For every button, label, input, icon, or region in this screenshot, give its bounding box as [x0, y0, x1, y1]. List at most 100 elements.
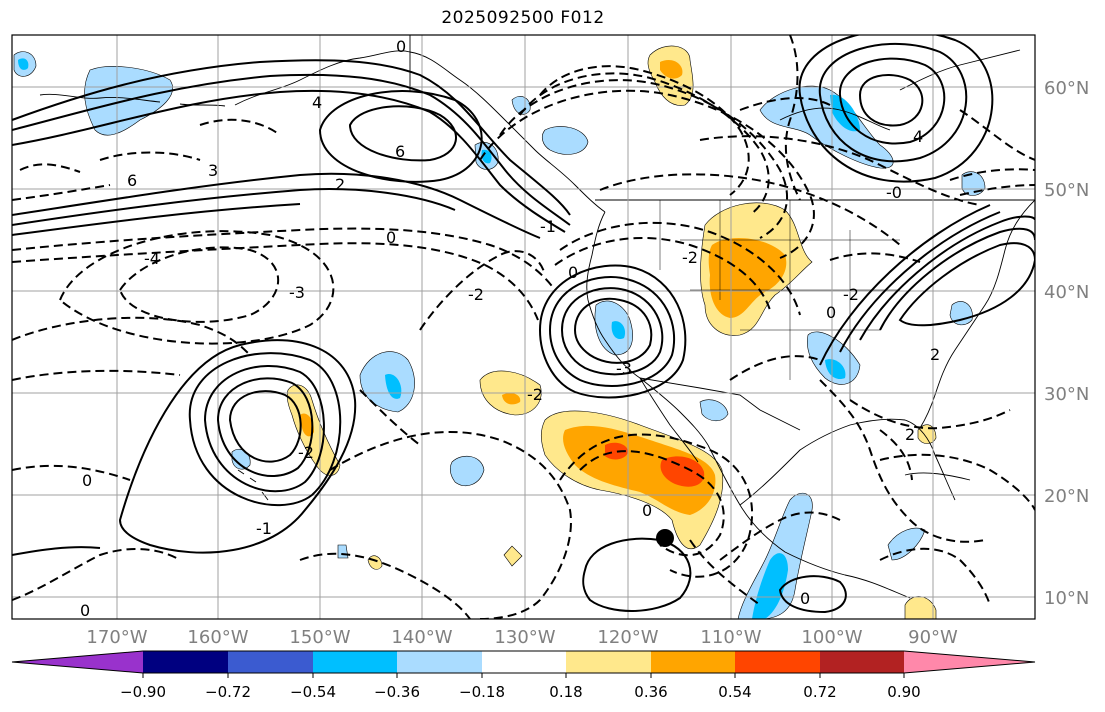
colorbar-tick-label: −0.90	[120, 683, 166, 701]
contours-solid	[12, 35, 1035, 614]
contour-dash-20	[599, 173, 901, 246]
contour-label: -2	[298, 443, 314, 462]
lon-label: 90°W	[908, 627, 958, 648]
contour-jet-3	[12, 89, 566, 233]
colorbar-tick-label: 0.90	[887, 683, 920, 701]
point-marker	[656, 529, 674, 547]
contour-hi-hudson-4	[798, 35, 994, 183]
colorbar-segment	[482, 651, 566, 673]
contour-dash-24	[959, 109, 1035, 161]
shade-neg-hawaii2	[231, 448, 251, 470]
contour-dash-21	[699, 135, 981, 206]
colorbar-tick-label: −0.36	[374, 683, 420, 701]
contour-east-trough-4	[839, 211, 1001, 353]
colorbar-segment	[143, 651, 228, 673]
lat-label: 40°N	[1044, 282, 1089, 303]
colorbar-tick-label: 0.18	[549, 683, 582, 701]
contour-dash-26	[959, 184, 1035, 196]
colorbar: −0.90 −0.72 −0.54 −0.36 −0.18 0.18 0.36 …	[11, 650, 1036, 701]
shade-neg-bc	[541, 126, 589, 155]
shade-neg-subtrop	[450, 455, 485, 486]
lat-label: 20°N	[1044, 486, 1089, 507]
shade-pos-pac1	[503, 545, 523, 567]
coast-aleutians	[39, 93, 226, 107]
coast-gulf	[739, 418, 956, 506]
contour-dash-34	[12, 184, 111, 201]
shade-neg-mexico-mid	[752, 553, 788, 619]
contour-dash-36	[199, 118, 281, 136]
lat-label: 60°N	[1044, 78, 1089, 99]
contour-label: 0	[642, 501, 652, 520]
shade-neg-small1	[337, 544, 349, 559]
contour-sw-pac	[582, 537, 692, 612]
contour-dash-9	[299, 552, 471, 619]
colorbar-segment	[651, 651, 735, 673]
contour-dash-31	[879, 547, 991, 606]
colorbar-extend-right	[904, 651, 1035, 673]
contour-dash-19	[559, 221, 801, 316]
colorbar-segment	[313, 651, 397, 673]
shade-pos-alaska-mid	[660, 59, 683, 79]
contour-dash-13	[559, 433, 753, 578]
lon-label: 130°W	[494, 627, 555, 648]
contour-dash-30	[729, 355, 821, 381]
contour-label: -1	[540, 217, 556, 236]
lat-label: 50°N	[1044, 180, 1089, 201]
chart-title: 2025092500 F012	[441, 8, 605, 28]
contour-dash-10	[329, 430, 572, 619]
coast-baja	[639, 377, 699, 463]
contour-jet-6	[12, 203, 301, 236]
lon-label: 100°W	[801, 627, 862, 648]
colorbar-tick-label: 0.36	[634, 683, 667, 701]
contour-label: 2	[905, 425, 915, 444]
contour-hi-pac-5	[118, 339, 357, 554]
contour-dash-37	[99, 151, 201, 161]
contour-low-ca-3	[548, 276, 676, 387]
contour-hi-pac-3	[203, 364, 325, 493]
contour-dash-33	[689, 539, 761, 606]
contour-dash-8	[12, 547, 181, 601]
contour-label: 3	[208, 161, 218, 180]
contour-dash-22	[739, 97, 831, 111]
coast-east	[919, 199, 1035, 429]
contour-hi-pac-2	[216, 377, 314, 477]
contour-gulf-ak-inner	[348, 105, 457, 162]
colorbar-tick-label: −0.18	[459, 683, 505, 701]
lon-label: 110°W	[700, 627, 761, 648]
contour-dash-35	[19, 163, 81, 173]
contour-label: 2	[335, 175, 345, 194]
contour-label: 6	[395, 142, 405, 161]
contour-label: -2	[468, 285, 484, 304]
lon-label: 160°W	[187, 627, 248, 648]
contour-dash-23	[784, 35, 801, 201]
contour-pac-west	[12, 546, 101, 556]
coast-pnw	[586, 211, 709, 446]
colorbar-tick-label: −0.72	[205, 683, 251, 701]
contour-label: 0	[568, 263, 578, 282]
shade-pos-gulf	[917, 424, 937, 444]
contour-dash-17	[479, 89, 815, 259]
contour-label: -2	[527, 385, 543, 404]
contour-dash-6	[12, 369, 181, 381]
contour-jet-4	[12, 172, 541, 239]
colorbar-tick-label: −0.54	[290, 683, 336, 701]
contour-label: -1	[256, 519, 272, 538]
contour-dash-15	[519, 72, 770, 216]
shade-pos-central-mid	[502, 392, 521, 405]
contour-jet-1	[12, 59, 571, 216]
colorbar-segment	[397, 651, 482, 673]
lon-label: 150°W	[289, 627, 350, 648]
contour-label: 0	[826, 303, 836, 322]
contour-dash-38	[359, 389, 421, 446]
contour-dash-27	[819, 379, 986, 543]
shade-neg-sat	[961, 171, 986, 196]
shade-pos-plains-mid	[708, 237, 787, 318]
contour-dash-2	[12, 242, 539, 321]
contour-hi-pac-4	[188, 352, 342, 507]
contour-dash-18	[554, 236, 771, 311]
contour-dash-16	[499, 79, 789, 239]
lat-label: 30°N	[1044, 384, 1089, 405]
contours-dashed	[12, 35, 1035, 619]
contour-dash-28	[849, 399, 1011, 430]
